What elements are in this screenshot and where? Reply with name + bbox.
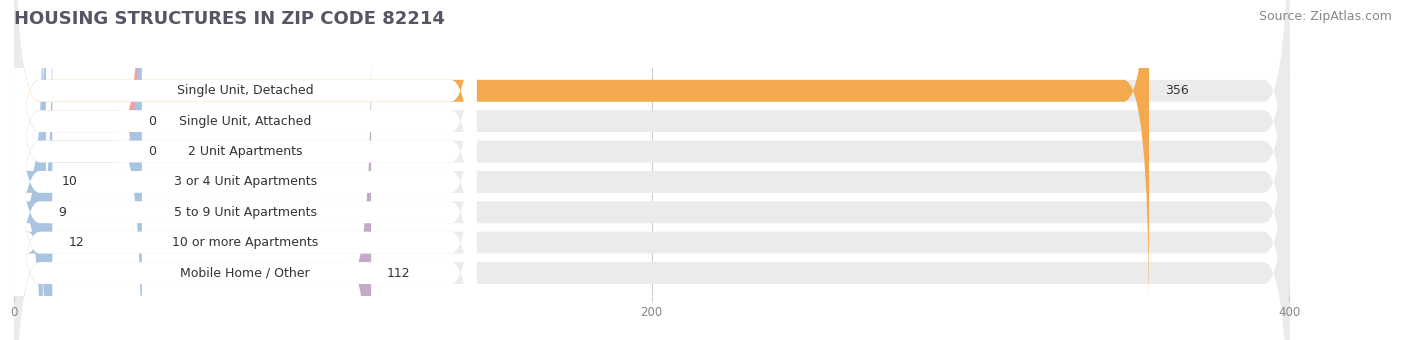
Text: Single Unit, Detached: Single Unit, Detached bbox=[177, 84, 314, 97]
FancyBboxPatch shape bbox=[14, 0, 477, 340]
FancyBboxPatch shape bbox=[14, 0, 477, 340]
FancyBboxPatch shape bbox=[14, 41, 477, 340]
FancyBboxPatch shape bbox=[14, 0, 1289, 340]
Text: HOUSING STRUCTURES IN ZIP CODE 82214: HOUSING STRUCTURES IN ZIP CODE 82214 bbox=[14, 10, 444, 28]
Text: Source: ZipAtlas.com: Source: ZipAtlas.com bbox=[1258, 10, 1392, 23]
FancyBboxPatch shape bbox=[14, 11, 52, 340]
FancyBboxPatch shape bbox=[14, 0, 42, 340]
Text: 3 or 4 Unit Apartments: 3 or 4 Unit Apartments bbox=[173, 175, 316, 188]
Text: 2 Unit Apartments: 2 Unit Apartments bbox=[188, 145, 302, 158]
FancyBboxPatch shape bbox=[14, 41, 1289, 340]
FancyBboxPatch shape bbox=[14, 0, 46, 340]
Text: 12: 12 bbox=[69, 236, 84, 249]
Text: 9: 9 bbox=[59, 206, 66, 219]
FancyBboxPatch shape bbox=[14, 0, 142, 340]
FancyBboxPatch shape bbox=[14, 11, 1289, 340]
FancyBboxPatch shape bbox=[14, 0, 1289, 323]
FancyBboxPatch shape bbox=[14, 0, 1149, 323]
Text: Mobile Home / Other: Mobile Home / Other bbox=[180, 267, 309, 279]
Text: Single Unit, Attached: Single Unit, Attached bbox=[179, 115, 311, 128]
FancyBboxPatch shape bbox=[14, 0, 477, 340]
Text: 5 to 9 Unit Apartments: 5 to 9 Unit Apartments bbox=[174, 206, 316, 219]
FancyBboxPatch shape bbox=[14, 0, 1289, 340]
Text: 10 or more Apartments: 10 or more Apartments bbox=[172, 236, 318, 249]
Text: 0: 0 bbox=[148, 115, 156, 128]
FancyBboxPatch shape bbox=[14, 0, 477, 340]
FancyBboxPatch shape bbox=[14, 11, 477, 340]
Text: 10: 10 bbox=[62, 175, 77, 188]
FancyBboxPatch shape bbox=[14, 0, 142, 340]
Text: 112: 112 bbox=[387, 267, 411, 279]
Text: 0: 0 bbox=[148, 145, 156, 158]
FancyBboxPatch shape bbox=[14, 41, 371, 340]
FancyBboxPatch shape bbox=[14, 0, 1289, 340]
Text: 356: 356 bbox=[1166, 84, 1188, 97]
FancyBboxPatch shape bbox=[14, 0, 477, 323]
FancyBboxPatch shape bbox=[14, 0, 1289, 340]
